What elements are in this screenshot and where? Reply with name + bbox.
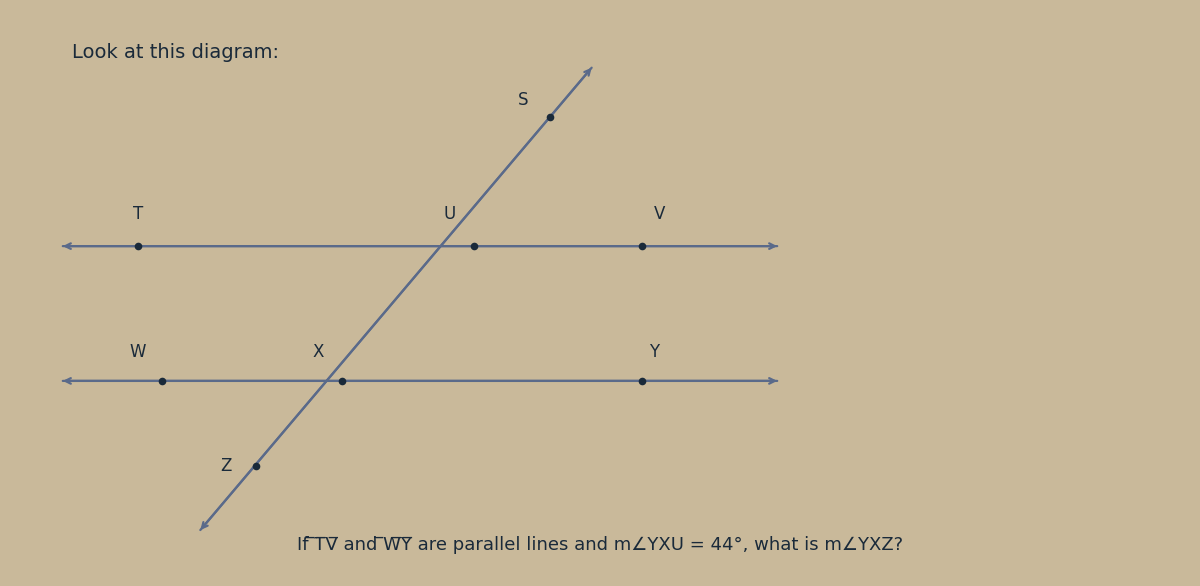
Text: If ̅T̅V̅ and ̅W̅Y̅ are parallel lines and m∠YXU = 44°, what is m∠YXZ?: If ̅T̅V̅ and ̅W̅Y̅ are parallel lines an… xyxy=(296,536,904,554)
Text: Look at this diagram:: Look at this diagram: xyxy=(72,43,278,62)
Text: T: T xyxy=(133,205,143,223)
Text: V: V xyxy=(654,205,666,223)
Text: Y: Y xyxy=(649,343,659,360)
Text: Z: Z xyxy=(220,457,232,475)
Text: W: W xyxy=(130,343,146,360)
Text: X: X xyxy=(312,343,324,360)
Text: U: U xyxy=(444,205,456,223)
Text: S: S xyxy=(518,91,528,108)
